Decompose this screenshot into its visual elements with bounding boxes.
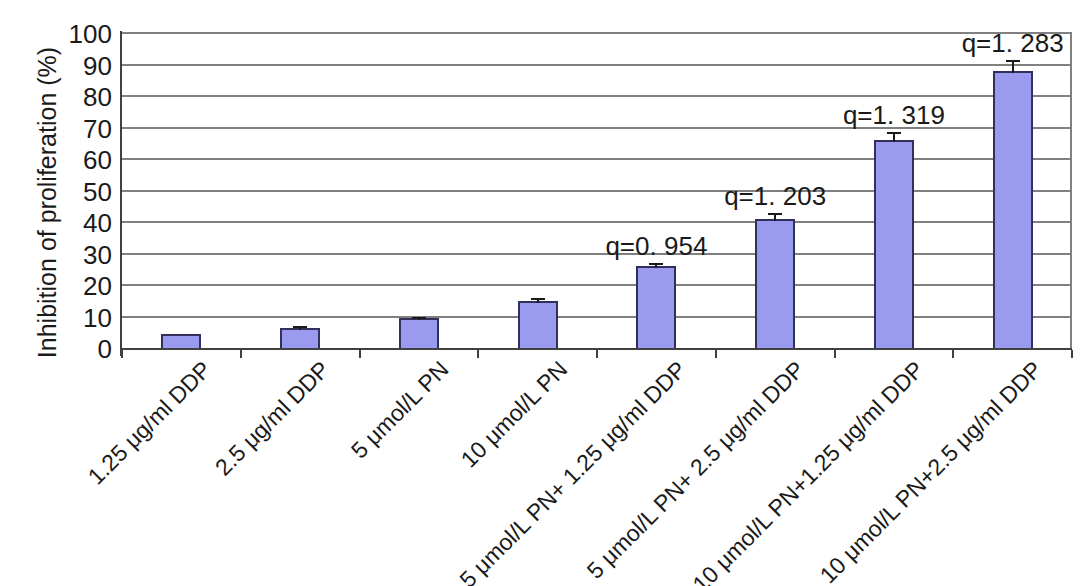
bar (280, 328, 320, 348)
q-value-annotation: q=1. 283 (893, 28, 1085, 59)
error-bar-cap (293, 326, 307, 328)
bar (874, 140, 914, 348)
gridline (122, 190, 1072, 192)
x-category-label: 1.25 μg/ml DDP (82, 356, 216, 490)
x-axis-tick (1071, 350, 1073, 358)
y-tick-label: 100 (38, 21, 112, 47)
y-tick-label: 70 (38, 116, 112, 142)
x-axis-tick (121, 350, 123, 358)
error-bar-cap (531, 298, 545, 300)
y-tick-label: 20 (38, 273, 112, 299)
gridline (122, 158, 1072, 160)
bar (399, 318, 439, 348)
x-category-label: 10 μmol/L PN+1.25 μg/ml DDP (687, 356, 929, 586)
error-bar-cap (1006, 60, 1020, 62)
bar-chart: Inhibition of proliferation (%) 01020304… (0, 0, 1085, 586)
y-axis-line (120, 31, 122, 356)
y-tick-label: 30 (38, 242, 112, 268)
bar (636, 266, 676, 348)
y-tick-label: 90 (38, 53, 112, 79)
x-category-label: 5 μmol/L PN+ 1.25 μg/ml DDP (454, 356, 691, 586)
bar (161, 334, 201, 348)
x-category-label: 5 μmol/L PN+ 2.5 μg/ml DDP (582, 356, 810, 584)
x-category-label: 10 μmol/L PN (455, 356, 572, 473)
gridline (122, 316, 1072, 318)
plot-right-border (1070, 33, 1072, 348)
x-axis-tick (596, 350, 598, 358)
y-tick-label: 40 (38, 210, 112, 236)
gridline (122, 95, 1072, 97)
gridline (122, 64, 1072, 66)
x-axis-tick (477, 350, 479, 358)
q-value-annotation: q=0. 954 (536, 231, 776, 262)
bar (518, 301, 558, 348)
x-axis-tick (715, 350, 717, 358)
gridline (122, 284, 1072, 286)
y-tick-label: 50 (38, 179, 112, 205)
q-value-annotation: q=1. 319 (774, 100, 1014, 131)
gridline (122, 221, 1072, 223)
x-category-label: 10 μmol/L PN+2.5 μg/ml DDP (815, 356, 1048, 586)
error-bar-cap (412, 317, 426, 319)
y-tick-label: 80 (38, 84, 112, 110)
y-tick-label: 0 (38, 336, 112, 362)
q-value-annotation: q=1. 203 (655, 181, 895, 212)
x-axis-tick (952, 350, 954, 358)
y-tick-label: 60 (38, 147, 112, 173)
x-axis-tick (834, 350, 836, 358)
x-axis-tick (359, 350, 361, 358)
y-tick-label: 10 (38, 305, 112, 331)
x-category-label: 5 μmol/L PN (346, 356, 454, 464)
x-axis-tick (240, 350, 242, 358)
error-bar-cap (887, 132, 901, 134)
error-bar-cap (649, 263, 663, 265)
x-category-label: 2.5 μg/ml DDP (210, 356, 335, 481)
error-bar-cap (768, 213, 782, 215)
